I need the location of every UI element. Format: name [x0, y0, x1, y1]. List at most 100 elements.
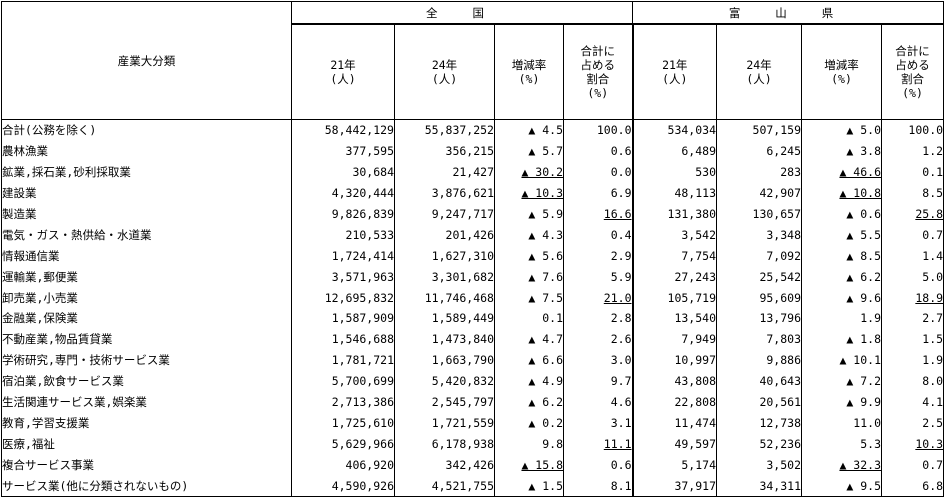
- table-row: 学術研究,専門・技術サービス業 1,781,721 1,663,790 ▲ 6.6 3.…: [1, 349, 944, 371]
- national-y24-cell: 1,473,840: [394, 328, 495, 350]
- industry-name: 不動産業,物品賃貸業: [1, 328, 292, 350]
- toyama-y24-cell: 283: [716, 161, 802, 183]
- industry-name: 卸売業,小売業: [1, 287, 292, 309]
- toyama-share-cell: 2.5: [881, 412, 944, 434]
- toyama-y21-cell: 37,917: [632, 475, 717, 497]
- toyama-share-cell: 25.8: [881, 203, 944, 225]
- national-y24-cell: 3,301,682: [394, 266, 495, 288]
- toyama-share-cell: 0.7: [881, 224, 944, 246]
- toyama-y24-cell: 40,643: [716, 370, 802, 392]
- national-y24-cell: 11,746,468: [394, 287, 495, 309]
- toyama-y21-cell: 6,489: [632, 140, 717, 162]
- national-share-cell: 100.0: [563, 118, 634, 141]
- toyama-share-cell: 6.8: [881, 475, 944, 497]
- table-row: 生活関連サービス業,娯楽業 2,713,386 2,545,797 ▲ 6.2 4.6 2…: [1, 391, 944, 413]
- toyama-y24-cell: 95,609: [716, 287, 802, 309]
- table-row: サービス業(他に分類されないもの) 4,590,926 4,521,755 ▲ 1.5…: [1, 475, 944, 497]
- national-share-cell: 11.1: [563, 433, 634, 455]
- national-share-cell: 21.0: [563, 287, 634, 309]
- national-rate-cell: ▲ 10.3: [494, 182, 564, 204]
- table-row: 電気・ガス・熱供給・水道業 210,533 201,426 ▲ 4.3 0.4 3,542…: [1, 224, 944, 246]
- toyama-y21-cell: 7,754: [632, 245, 717, 267]
- toyama-y21-cell: 530: [632, 161, 717, 183]
- national-y24-cell: 356,215: [394, 140, 495, 162]
- national-y21-cell: 377,595: [291, 140, 395, 162]
- industry-name: 農林漁業: [1, 140, 292, 162]
- toyama-rate-cell: ▲ 6.2: [801, 266, 882, 288]
- toyama-y24-cell: 34,311: [716, 475, 802, 497]
- industry-name: サービス業(他に分類されないもの): [1, 475, 292, 497]
- national-share-cell: 0.6: [563, 454, 634, 476]
- national-y21-cell: 2,713,386: [291, 391, 395, 413]
- toyama-y24-cell: 7,092: [716, 245, 802, 267]
- national-y24-cell: 1,721,559: [394, 412, 495, 434]
- toyama-rate-cell: ▲ 5.0: [801, 118, 882, 141]
- toyama-y24-cell: 25,542: [716, 266, 802, 288]
- national-share-cell: 16.6: [563, 203, 634, 225]
- toyama-rate-cell: ▲ 10.1: [801, 349, 882, 371]
- toyama-rate-cell: ▲ 8.5: [801, 245, 882, 267]
- national-share-cell: 9.7: [563, 370, 634, 392]
- toyama-y21-cell: 105,719: [632, 287, 717, 309]
- toyama-rate-cell: 11.0: [801, 412, 882, 434]
- national-y24-cell: 1,663,790: [394, 349, 495, 371]
- national-share-cell: 2.8: [563, 308, 634, 329]
- industry-name: 教育,学習支援業: [1, 412, 292, 434]
- toyama-y21-cell: 22,808: [632, 391, 717, 413]
- toyama-y21-cell: 27,243: [632, 266, 717, 288]
- national-share-cell: 3.0: [563, 349, 634, 371]
- national-share-header: 合計に 占める 割合 (%): [563, 23, 634, 120]
- toyama-share-cell: 100.0: [881, 118, 944, 141]
- table-body: 合計(公務を除く) 58,442,129 55,837,252 ▲ 4.5 100.0 5…: [1, 118, 944, 497]
- national-rate-cell: ▲ 5.7: [494, 140, 564, 162]
- toyama-share-cell: 10.3: [881, 433, 944, 455]
- toyama-rate-cell: ▲ 7.2: [801, 370, 882, 392]
- national-y24-cell: 6,178,938: [394, 433, 495, 455]
- toyama-rate-cell: ▲ 9.9: [801, 391, 882, 413]
- industry-name: 医療,福祉: [1, 433, 292, 455]
- national-rate-cell: ▲ 4.5: [494, 118, 564, 141]
- toyama-rate-cell: ▲ 5.5: [801, 224, 882, 246]
- toyama-rate-cell: 1.9: [801, 308, 882, 329]
- toyama-share-cell: 4.1: [881, 391, 944, 413]
- industry-name: 学術研究,専門・技術サービス業: [1, 349, 292, 371]
- national-rate-cell: ▲ 5.9: [494, 203, 564, 225]
- toyama-y21-cell: 11,474: [632, 412, 717, 434]
- national-y21-cell: 210,533: [291, 224, 395, 246]
- toyama-share-cell: 1.9: [881, 349, 944, 371]
- national-share-cell: 2.6: [563, 328, 634, 350]
- toyama-rate-cell: ▲ 9.5: [801, 475, 882, 497]
- national-share-cell: 2.9: [563, 245, 634, 267]
- table-row: 医療,福祉 5,629,966 6,178,938 9.8 11.1 49,597 52,2…: [1, 433, 944, 455]
- table-row: 鉱業,採石業,砂利採取業 30,684 21,427 ▲ 30.2 0.0 530 283 ▲…: [1, 161, 944, 183]
- toyama-y24-cell: 507,159: [716, 118, 802, 141]
- toyama-y24-cell: 3,502: [716, 454, 802, 476]
- toyama-y21-cell: 534,034: [632, 118, 717, 141]
- table-row: 農林漁業 377,595 356,215 ▲ 5.7 0.6 6,489 6,245 ▲ 3.…: [1, 140, 944, 162]
- toyama-y21-cell: 3,542: [632, 224, 717, 246]
- toyama-y21-cell: 131,380: [632, 203, 717, 225]
- industry-name: 情報通信業: [1, 245, 292, 267]
- national-y21-cell: 4,320,444: [291, 182, 395, 204]
- industry-name: 宿泊業,飲食サービス業: [1, 370, 292, 392]
- national-y21-cell: 30,684: [291, 161, 395, 183]
- national-rate-cell: ▲ 1.5: [494, 475, 564, 497]
- national-y21-cell: 9,826,839: [291, 203, 395, 225]
- national-rate-cell: 0.1: [494, 308, 564, 329]
- national-y24-cell: 9,247,717: [394, 203, 495, 225]
- national-y24-cell: 21,427: [394, 161, 495, 183]
- toyama-share-cell: 0.7: [881, 454, 944, 476]
- national-rate-cell: ▲ 4.9: [494, 370, 564, 392]
- industry-name: 運輸業,郵便業: [1, 266, 292, 288]
- toyama-group-header: 富 山 県: [631, 1, 944, 25]
- toyama-share-header: 合計に 占める 割合 (%): [880, 23, 944, 120]
- toyama-rate-header: 増減率 (%): [801, 23, 882, 120]
- toyama-share-cell: 0.1: [881, 161, 944, 183]
- toyama-y24-cell: 6,245: [716, 140, 802, 162]
- national-y24-header: 24年 (人): [394, 23, 495, 120]
- toyama-share-cell: 18.9: [881, 287, 944, 309]
- toyama-y24-cell: 9,886: [716, 349, 802, 371]
- table-row: 宿泊業,飲食サービス業 5,700,699 5,420,832 ▲ 4.9 9.7 43,…: [1, 370, 944, 392]
- national-rate-cell: ▲ 0.2: [494, 412, 564, 434]
